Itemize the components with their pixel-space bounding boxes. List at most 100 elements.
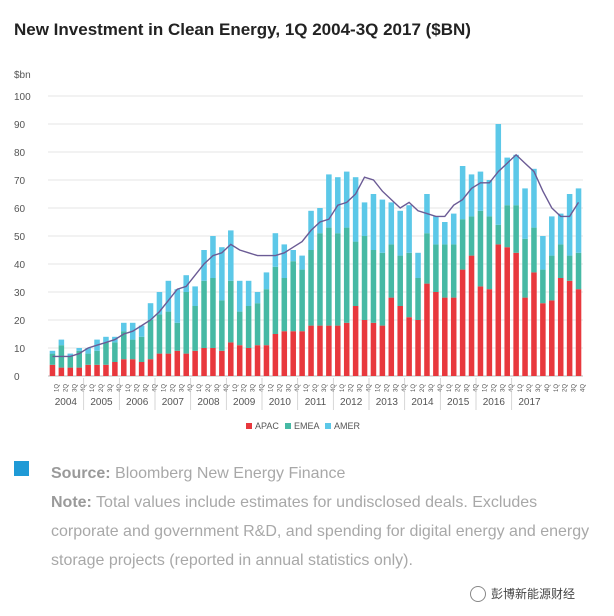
bar-apac-2005-q2: [94, 364, 100, 376]
x-quarter-label: 1Q: [554, 384, 560, 392]
bar-apac-2010-q1: [263, 345, 270, 376]
bar-emea-2011-q3: [317, 233, 323, 326]
watermark-text: 彭博新能源财经: [491, 587, 576, 601]
bar-amer-2016-q1: [477, 171, 484, 211]
bar-emea-undefined-q1: [549, 255, 555, 301]
bar-apac-2014-q1: [406, 317, 412, 376]
bar-amer-2013-q4: [397, 210, 403, 256]
bar-amer-2006-q3: [138, 325, 145, 337]
bar-emea-2017-q3: [531, 227, 537, 273]
bar-amer-2007-q3: [174, 289, 181, 323]
x-quarter-label: 1Q: [411, 384, 417, 392]
x-year-label-2005: 2005: [90, 397, 113, 408]
x-quarter-label: 4Q: [331, 384, 337, 392]
legend-swatch-apac: [246, 423, 252, 429]
bar-emea-2010-q4: [290, 261, 296, 332]
bar-apac-2015-q3: [459, 269, 466, 376]
bar-emea-2015-q3: [459, 219, 466, 270]
x-year-label-2015: 2015: [447, 397, 470, 408]
x-quarter-label: 4Q: [153, 384, 159, 392]
bar-apac-2010-q2: [272, 334, 279, 376]
bar-emea-2012-q1: [335, 233, 341, 326]
bar-emea-2006-q1: [121, 331, 127, 360]
x-quarter-label: 3Q: [251, 384, 257, 392]
bar-emea-2017-q1: [513, 205, 519, 253]
bar-apac-2009-q2: [236, 345, 243, 376]
x-quarter-label: 2Q: [63, 384, 69, 392]
bar-amer-2012-q4: [361, 202, 368, 236]
bar-amer-2005-q1: [85, 348, 91, 354]
bar-apac-2017-q4: [540, 303, 546, 376]
bar-emea-2011-q2: [308, 250, 314, 326]
bar-apac-2014-q4: [433, 292, 439, 376]
x-year-label-2007: 2007: [162, 397, 185, 408]
bar-amer-2004-q1: [49, 350, 56, 354]
x-quarter-label: 2Q: [563, 384, 569, 392]
x-quarter-label: 1Q: [126, 384, 132, 392]
wechat-icon: [470, 585, 486, 602]
bar-apac-2017-q2: [522, 297, 528, 376]
x-quarter-label: 3Q: [536, 384, 542, 392]
x-quarter-label: 3Q: [286, 384, 292, 392]
bar-emea-2011-q4: [326, 227, 332, 326]
bar-apac-2013-q3: [388, 297, 395, 376]
bar-emea-2005-q2: [94, 350, 100, 365]
bar-amer-2004-q3: [67, 353, 74, 357]
bar-apac-2016-q1: [477, 286, 484, 376]
legend-label-amer: AMER: [334, 421, 361, 431]
x-quarter-label: 4Q: [117, 384, 123, 392]
x-quarter-label: 4Q: [224, 384, 230, 392]
bar-amer-2010-q3: [281, 244, 288, 278]
bar-amer-undefined-q3: [566, 194, 573, 256]
bar-amer-2008-q3: [210, 236, 216, 278]
legend-swatch-amer: [325, 423, 331, 429]
bar-amer-2007-q4: [183, 275, 189, 292]
bar-emea-2017-q2: [522, 238, 528, 298]
bar-amer-2014-q4: [433, 216, 439, 245]
x-quarter-label: 4Q: [260, 384, 266, 392]
bar-amer-2008-q2: [201, 250, 207, 281]
bar-amer-2004-q4: [76, 348, 82, 351]
bar-apac-2015-q4: [468, 255, 475, 376]
bar-emea-2013-q4: [397, 255, 403, 306]
watermark: 彭博新能源财经: [470, 585, 575, 602]
x-quarter-label: 1Q: [375, 384, 381, 392]
bars: [49, 124, 582, 376]
x-quarter-label: 1Q: [161, 384, 167, 392]
bar-apac-undefined-q2: [557, 278, 564, 376]
x-quarter-label: 2Q: [99, 384, 105, 392]
x-quarter-label: 3Q: [500, 384, 506, 392]
bar-amer-2010-q1: [263, 272, 270, 290]
bar-apac-2013-q4: [397, 306, 403, 376]
bar-emea-2005-q3: [103, 342, 109, 365]
x-quarter-label: 2Q: [135, 384, 141, 392]
bar-apac-2008-q4: [219, 350, 225, 376]
x-year-label-2004: 2004: [55, 397, 78, 408]
bar-emea-2006-q3: [138, 336, 145, 362]
bar-emea-2008-q1: [192, 306, 198, 351]
x-year-label-2009: 2009: [233, 397, 256, 408]
bar-apac-2015-q2: [450, 297, 457, 376]
bar-amer-2009-q4: [254, 292, 261, 304]
bar-amer-2017-q2: [522, 188, 528, 239]
bar-emea-2006-q2: [129, 339, 136, 360]
bar-emea-2010-q3: [281, 278, 288, 332]
bar-amer-2009-q2: [236, 280, 243, 312]
x-quarter-label: 4Q: [295, 384, 301, 392]
y-tick-label: 30: [14, 288, 26, 299]
bar-amer-2004-q2: [58, 339, 65, 346]
bar-emea-2004-q3: [67, 356, 74, 368]
bar-amer-2008-q1: [192, 286, 198, 306]
bar-apac-2012-q2: [343, 322, 350, 376]
bar-amer-2016-q4: [504, 157, 510, 206]
bar-apac-2007-q2: [165, 353, 172, 376]
x-year-label-2010: 2010: [269, 397, 292, 408]
x-year-label-2008: 2008: [197, 397, 220, 408]
bar-amer-2011-q4: [326, 174, 332, 228]
bar-emea-2012-q2: [343, 227, 350, 323]
bar-apac-2016-q4: [504, 247, 510, 376]
bar-emea-2009-q1: [228, 280, 234, 343]
bar-amer-2016-q3: [495, 124, 502, 225]
x-quarter-label: 2Q: [277, 384, 283, 392]
x-quarter-label: 2Q: [242, 384, 248, 392]
